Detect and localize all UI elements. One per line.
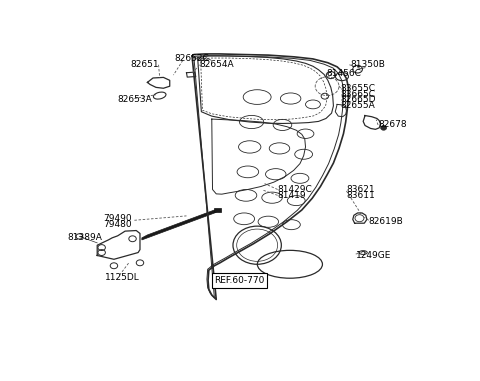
Text: 1125DL: 1125DL — [105, 273, 139, 282]
Text: 82654A: 82654A — [200, 60, 234, 69]
Text: 81350B: 81350B — [350, 60, 385, 69]
Text: 1249GE: 1249GE — [356, 251, 391, 260]
Text: 82619B: 82619B — [369, 217, 404, 226]
Text: 81456C: 81456C — [326, 69, 361, 78]
Text: 82665D: 82665D — [341, 96, 376, 104]
Text: 83665C: 83665C — [341, 90, 376, 99]
Polygon shape — [142, 210, 216, 240]
Text: 83611: 83611 — [347, 191, 375, 200]
Text: 83655C: 83655C — [341, 84, 376, 93]
Text: 79480: 79480 — [103, 220, 132, 229]
Text: 81419: 81419 — [277, 191, 306, 200]
Text: 82653A: 82653A — [118, 96, 153, 104]
Text: 83621: 83621 — [347, 185, 375, 194]
Text: 82655A: 82655A — [341, 101, 376, 110]
Text: 81389A: 81389A — [67, 234, 102, 242]
Text: 82651: 82651 — [130, 60, 158, 69]
Text: 82678: 82678 — [378, 120, 407, 130]
Text: REF.60-770: REF.60-770 — [215, 276, 265, 285]
Bar — [215, 208, 221, 212]
Text: 79490: 79490 — [103, 214, 132, 223]
Text: 81429C: 81429C — [277, 185, 312, 194]
Circle shape — [381, 125, 386, 130]
Text: 82652C: 82652C — [175, 54, 209, 63]
